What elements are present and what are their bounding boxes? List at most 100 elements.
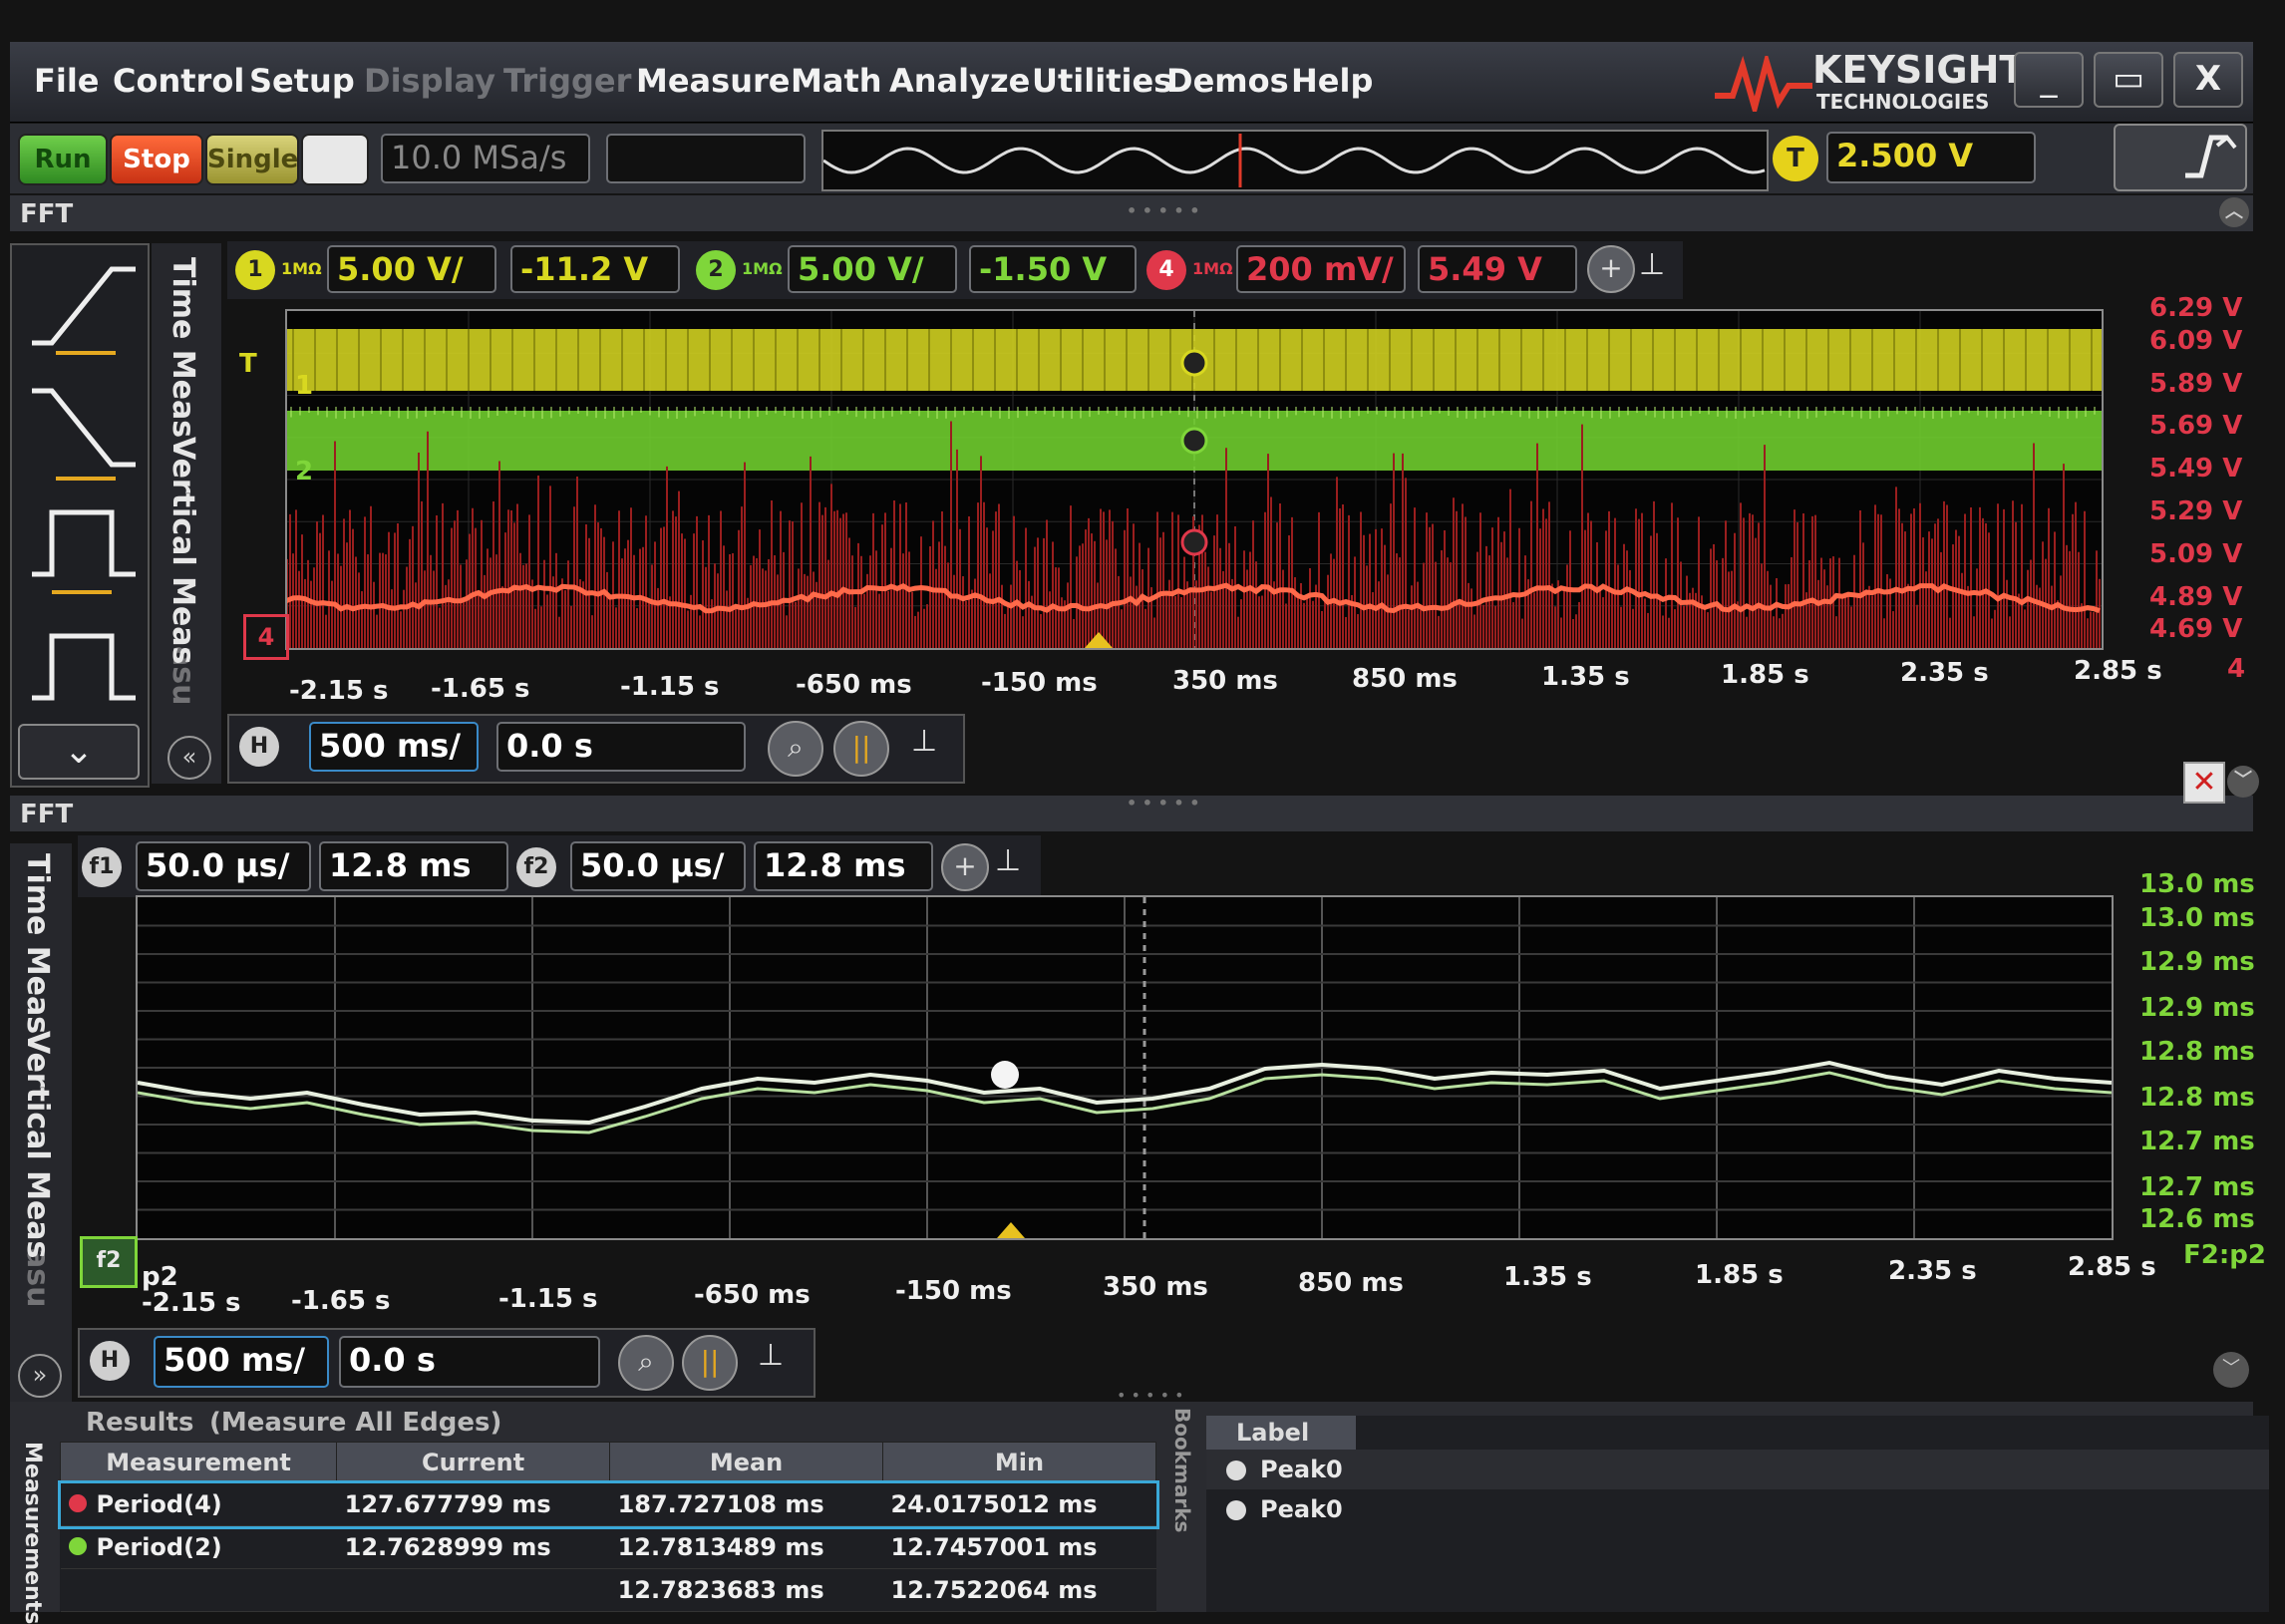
collapse-down-icon[interactable]: ﹀ — [2227, 766, 2259, 798]
table-row[interactable]: Period(4) 127.677799 ms 187.727108 ms 24… — [57, 1479, 1159, 1529]
channel-1-chip[interactable]: 1 — [235, 250, 275, 290]
table-row[interactable]: 12.7823683 ms 12.7522064 ms — [60, 1568, 1156, 1612]
function-1-scale[interactable]: 50.0 µs/ — [136, 841, 311, 891]
trigger-chip[interactable]: T — [1773, 136, 1818, 181]
function-ground-marker[interactable]: f2 — [80, 1236, 138, 1288]
scale-label: 12.7 ms — [2139, 1127, 2255, 1156]
splitter-dots: • • • • • — [1127, 201, 1200, 220]
bookmark-row[interactable]: Peak0 — [1206, 1450, 2269, 1489]
results-collapse-icon[interactable]: ﹀ — [2213, 1352, 2249, 1388]
overview-wave-icon — [822, 134, 1766, 187]
channel-2-ground-marker[interactable]: 2 — [295, 457, 314, 487]
menu-demos[interactable]: Demos — [1166, 62, 1289, 100]
stop-button[interactable]: Stop — [110, 134, 203, 185]
expand-right-icon[interactable]: » — [18, 1354, 62, 1398]
zoom-icon[interactable]: ⌕ — [768, 721, 823, 777]
function-2-offset[interactable]: 12.8 ms — [754, 841, 933, 891]
add-channel-icon[interactable]: + — [1587, 245, 1635, 293]
x-tick-label: 1.35 s — [1503, 1262, 1592, 1292]
col-measurement[interactable]: Measurement — [59, 1442, 338, 1483]
bookmark-row[interactable]: Peak0 — [1206, 1489, 2269, 1529]
menu-display[interactable]: Display — [364, 62, 495, 100]
fft-label-bottom: FFT — [20, 800, 74, 829]
function-1-offset[interactable]: 12.8 ms — [319, 841, 508, 891]
collapse-up-icon[interactable]: ︿ — [2219, 197, 2249, 227]
tab-time-meas-top[interactable]: Time Meas — [165, 257, 200, 439]
pause-icon[interactable]: || — [833, 721, 889, 777]
bottom-timebase-scale[interactable]: 500 ms/ — [154, 1336, 329, 1388]
current-cell — [336, 1568, 610, 1612]
channel-4-scale[interactable]: 200 mV/ — [1236, 245, 1406, 293]
horizontal-chip[interactable]: H — [90, 1341, 130, 1381]
source-label: 4 — [2227, 654, 2246, 684]
channel-2-scale[interactable]: 5.00 V/ — [788, 245, 957, 293]
trigger-level-field[interactable]: 2.500 V — [1826, 132, 2036, 183]
single-button[interactable]: Single — [205, 134, 299, 185]
table-row[interactable]: Period(2) 12.7628999 ms 12.7813489 ms 12… — [60, 1525, 1156, 1569]
scale-label: 5.49 V — [2149, 454, 2243, 484]
menu-trigger[interactable]: Trigger — [503, 62, 632, 100]
zoom-icon[interactable]: ⌕ — [618, 1335, 674, 1391]
top-timebase-scale[interactable]: 500 ms/ — [309, 722, 479, 772]
menu-setup[interactable]: Setup — [249, 62, 355, 100]
scale-label: 12.9 ms — [2139, 947, 2255, 977]
tab-measurements[interactable]: Measurements — [20, 1442, 45, 1624]
menu-measure[interactable]: Measure — [636, 62, 791, 100]
channel-4-offset[interactable]: 5.49 V — [1418, 245, 1577, 293]
pin-icon[interactable]: ⊥ — [1639, 247, 1666, 282]
x-tick-label: 1.85 s — [1721, 660, 1809, 690]
bottom-waveform-grid[interactable] — [136, 895, 2114, 1240]
function-2-scale[interactable]: 50.0 µs/ — [570, 841, 746, 891]
minimize-button[interactable]: _ — [2014, 52, 2084, 108]
col-current[interactable]: Current — [336, 1442, 611, 1483]
col-label[interactable]: Label — [1206, 1416, 1356, 1450]
auto-scale-button[interactable] — [301, 134, 369, 185]
trigger-level-marker[interactable]: T — [239, 349, 257, 379]
channel-2-offset[interactable]: -1.50 V — [969, 245, 1137, 293]
touch-toggle-button[interactable] — [2114, 124, 2247, 191]
pause-icon[interactable]: || — [682, 1335, 738, 1391]
tab-bookmarks[interactable]: Bookmarks — [1170, 1408, 1194, 1533]
channel-1-scale[interactable]: 5.00 V/ — [327, 245, 496, 293]
bottom-timebase-delay[interactable]: 0.0 s — [339, 1336, 600, 1388]
function-1-chip[interactable]: f1 — [82, 847, 122, 887]
min-cell: 12.7522064 ms — [882, 1568, 1156, 1612]
restore-button[interactable]: ▭ — [2094, 52, 2163, 108]
top-timebase-delay[interactable]: 0.0 s — [496, 722, 746, 772]
tab-vertical-meas-top[interactable]: Vertical Meas — [165, 437, 200, 665]
col-min[interactable]: Min — [882, 1442, 1156, 1483]
channel-2-chip[interactable]: 2 — [696, 250, 736, 290]
menu-control[interactable]: Control — [113, 62, 245, 100]
waveform-overview[interactable] — [821, 130, 1769, 191]
toolbox-down-arrow-icon[interactable]: ⌄ — [18, 724, 140, 780]
menu-utilities[interactable]: Utilities — [1032, 62, 1173, 100]
col-mean[interactable]: Mean — [609, 1442, 884, 1483]
run-button[interactable]: Run — [18, 134, 108, 185]
horizontal-chip[interactable]: H — [239, 727, 279, 767]
menu-math[interactable]: Math — [791, 62, 882, 100]
tab-measure-top[interactable]: asu — [165, 646, 200, 706]
measurements-table: Measurement Current Mean Min Period(4) 1… — [57, 1442, 1159, 1612]
tab-time-meas-bottom[interactable]: Time Meas — [20, 853, 55, 1035]
channel-1-offset[interactable]: -11.2 V — [510, 245, 680, 293]
tab-measure-bottom[interactable]: asu — [20, 1248, 55, 1308]
pin-icon[interactable]: ⊥ — [995, 843, 1022, 878]
collapse-left-icon[interactable]: « — [167, 736, 211, 780]
pin-icon[interactable]: ⊥ — [758, 1338, 785, 1373]
menu-file[interactable]: File — [34, 62, 100, 100]
brand-name: KEYSIGHT — [1812, 48, 2026, 92]
pin-icon[interactable]: ⊥ — [911, 724, 938, 759]
min-cell: 12.7457001 ms — [882, 1525, 1156, 1569]
channel-4-ground-marker[interactable]: 4 — [243, 614, 289, 660]
close-button[interactable]: X — [2173, 52, 2243, 108]
top-waveform-grid[interactable] — [284, 309, 2104, 650]
menu-help[interactable]: Help — [1291, 62, 1374, 100]
close-panel-icon[interactable]: ✕ — [2183, 762, 2225, 804]
channel-4-chip[interactable]: 4 — [1146, 250, 1186, 290]
menu-analyze[interactable]: Analyze — [889, 62, 1031, 100]
channel-1-ground-marker[interactable]: 1 — [295, 371, 314, 401]
tab-vertical-meas-bottom[interactable]: Vertical Meas — [20, 1031, 55, 1259]
add-function-icon[interactable]: + — [941, 843, 989, 891]
function-2-chip[interactable]: f2 — [516, 847, 556, 887]
channel-1-impedance: 1MΩ — [281, 259, 322, 278]
